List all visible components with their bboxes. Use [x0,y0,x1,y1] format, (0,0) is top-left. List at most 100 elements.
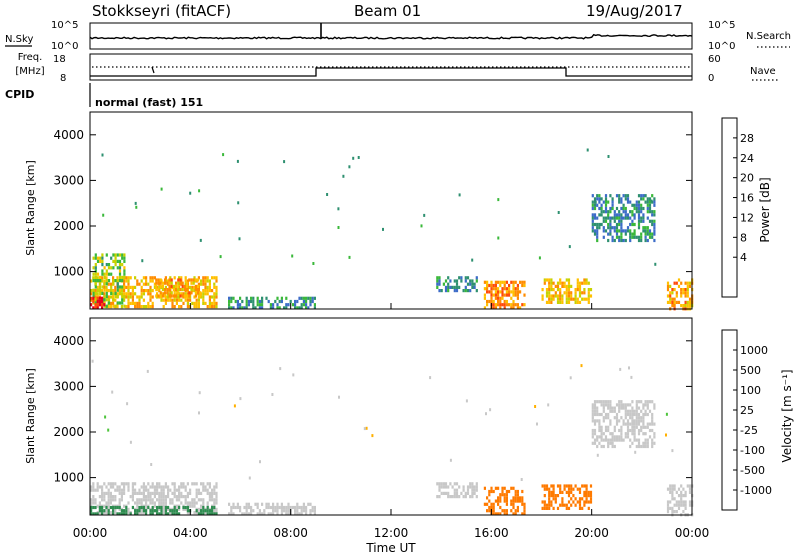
heatmap-cell [436,276,439,280]
heatmap-cell [215,482,218,486]
heatmap-cell [578,291,582,295]
heatmap-cell [283,505,286,510]
heatmap-cell [567,288,571,292]
heatmap-cell [516,283,519,288]
heatmap-cell [90,512,93,516]
heatmap-cell [92,505,95,510]
heatmap-cell [202,289,205,293]
heatmap-cell [300,306,303,310]
heatmap-cell [629,238,632,243]
heatmap-cell [519,280,522,284]
heatmap-cell [596,222,599,227]
heatmap-cell [202,276,205,280]
heatmap-cell [189,501,192,505]
heatmap-cell [276,502,279,506]
heatmap-cell [567,278,571,282]
heatmap-cell [182,507,185,511]
heatmap-cell [593,197,597,201]
heatmap-cell [613,435,616,439]
heatmap-cell [637,406,641,410]
heatmap-cell [473,488,476,492]
heatmap-cell [160,298,163,302]
heatmap-cell [94,253,97,257]
heatmap-cell [123,488,126,492]
heatmap-cell [178,498,181,502]
heatmap-cell [140,507,143,511]
heatmap-cell [92,485,95,489]
heatmap-cell [541,297,544,301]
heatmap-cell [629,222,632,227]
heatmap-cell [118,505,121,510]
heatmap-cell [637,419,641,423]
heatmap-cell [497,512,500,516]
heatmap-cell [587,300,590,304]
heatmap-cell [121,253,124,257]
heatmap-cell [202,298,205,302]
heatmap-cell [200,512,203,516]
y-tick-label: 2000 [53,425,84,439]
heatmap-cell [648,235,652,239]
heatmap-cell [512,287,515,291]
heatmap-cell [96,299,99,304]
heatmap-cell [158,495,161,499]
heatmap-cell [160,501,163,505]
heatmap-cell [576,281,579,285]
heatmap-cell [637,432,641,436]
heatmap-cell [637,206,641,211]
heatmap-cell [287,509,290,513]
heatmap-cell [453,488,456,492]
heatmap-cell [673,288,676,292]
heatmap-cell [501,287,504,291]
heatmap-cell [158,485,161,489]
heatmap-cell [272,509,275,513]
heatmap-cell [175,292,178,296]
heatmap-cell [684,288,687,292]
heatmap-cell [107,428,110,432]
heatmap-cell [684,291,687,295]
heatmap-cell [543,500,546,504]
heatmap-cell [669,487,672,491]
heatmap-cell [675,503,678,507]
heatmap-cell [127,501,130,505]
heatmap-cell [618,229,621,233]
heatmap-cell [298,512,301,516]
heatmap-cell [651,232,654,236]
heatmap-cell [473,485,476,489]
heatmap-cell [600,425,603,429]
heatmap-cell [602,444,605,449]
heatmap-cell [618,213,621,217]
heatmap-cell [552,494,555,498]
heatmap-cell [250,512,253,516]
heatmap-cell [651,422,654,426]
heatmap-cell [604,428,608,433]
heatmap-cell [96,296,99,300]
freq-tick-low: 8 [60,73,66,84]
heatmap-cell [140,279,143,283]
heatmap-cell [618,238,621,243]
heatmap-cell [215,498,218,502]
heatmap-cell [172,294,175,298]
heatmap-cell [578,284,582,288]
heatmap-cell [486,290,489,294]
heatmap-cell [471,482,474,486]
heatmap-cell [120,512,123,516]
heatmap-cell [274,509,277,513]
heatmap-cell [178,305,181,309]
heatmap-cell [620,200,623,204]
heatmap-cell [102,213,105,217]
heatmap-cell [167,295,170,299]
heatmap-cell [680,484,683,488]
heatmap-cell [629,416,632,420]
heatmap-cell [631,222,634,227]
heatmap-cell [197,284,200,288]
heatmap-cell [215,507,218,511]
heatmap-cell [563,281,566,285]
heatmap-cell [136,301,139,305]
heatmap-cell [116,295,119,299]
heatmap-cell [92,495,95,499]
heatmap-cell [559,487,562,491]
heatmap-cell [136,282,139,286]
heatmap-cell [492,303,495,307]
heatmap-cell [545,294,549,298]
heatmap-cell [671,449,674,453]
